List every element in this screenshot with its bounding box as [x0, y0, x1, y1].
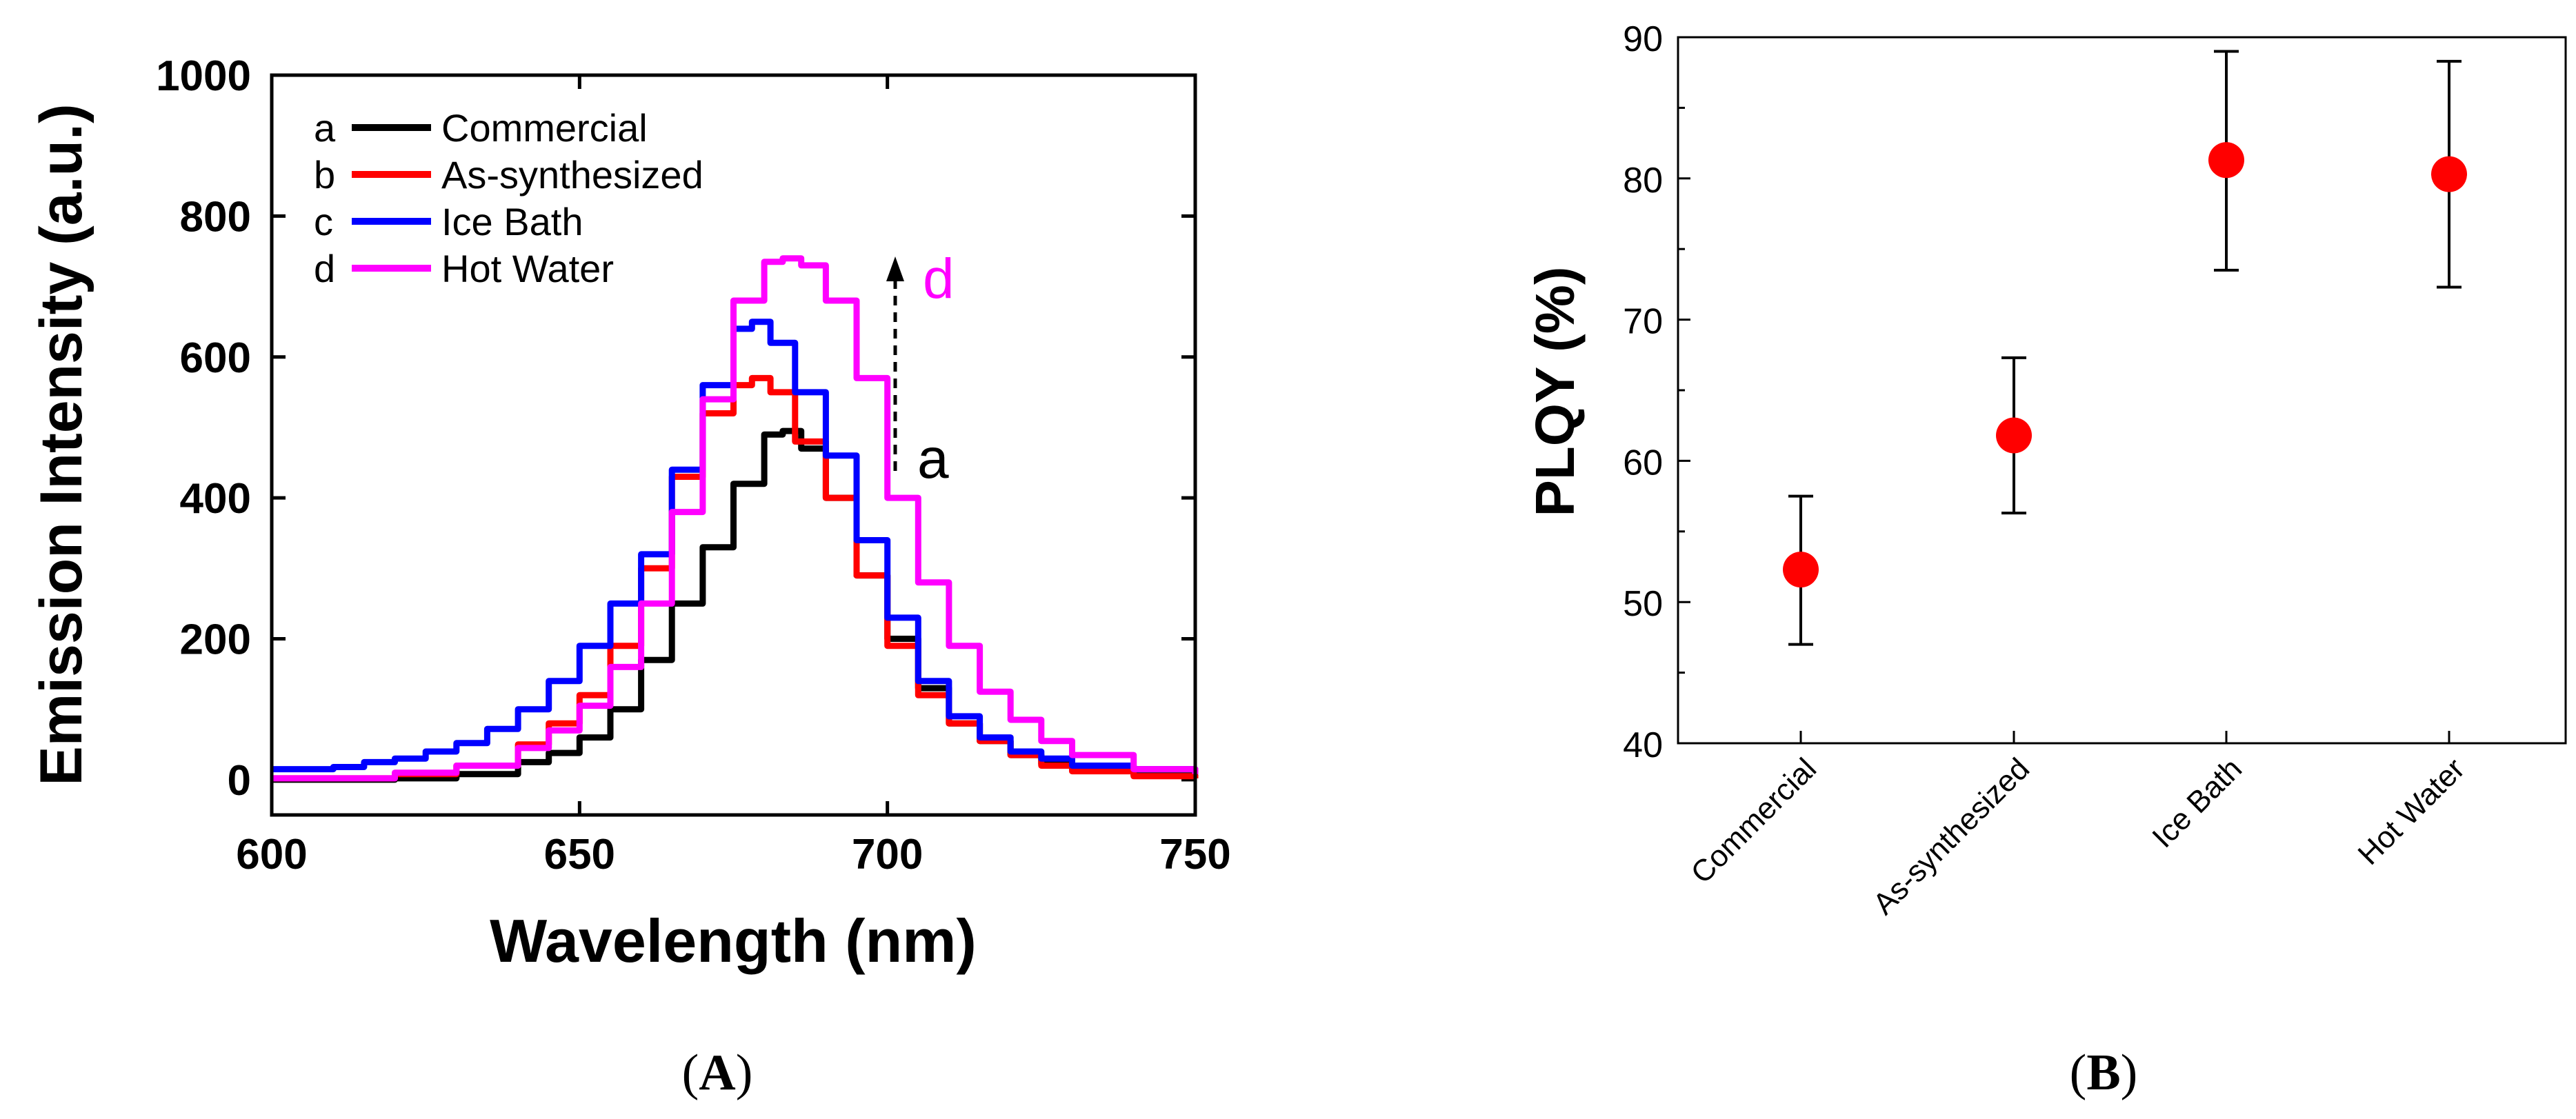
panel-b-category-label: As-synthesized — [1866, 752, 2036, 921]
panel-b-category-label: Commercial — [1684, 752, 1823, 890]
panel-b-caption: (B) — [2070, 1045, 2138, 1101]
plqy-point — [1783, 552, 1819, 588]
panel-a-x-tick-label: 750 — [1159, 831, 1230, 878]
panel-a-x-tick-label: 600 — [236, 831, 307, 878]
panel-a-y-tick-label: 0 — [228, 757, 251, 805]
panel-b-y-axis-title: PLQY (%) — [1524, 266, 1586, 516]
annotation-label-d: d — [923, 248, 955, 310]
panel-b-y-tick-label: 50 — [1623, 584, 1663, 624]
panel-a-ticks — [270, 73, 1197, 815]
panel-b-points — [1783, 50, 2467, 646]
series-line-ice-bath — [272, 319, 1199, 773]
panel-b-y-tick-label: 90 — [1623, 19, 1663, 59]
panel-a-y-axis-title: Emission Intensity (a.u.) — [28, 103, 94, 785]
panel-b-y-tick-label: 60 — [1623, 443, 1663, 483]
panel-b-y-tick-label: 70 — [1623, 302, 1663, 342]
panel-b-ticks — [1678, 36, 2450, 745]
panel-b: 40 50 60 70 80 90 Commercial As-synthesized Ice … — [1524, 19, 2567, 1101]
series-line-commercial — [272, 427, 1199, 783]
legend-label: Hot Water — [441, 247, 614, 290]
panel-b-category-label: Hot Water — [2352, 752, 2472, 871]
panel-a-x-tick-label: 700 — [852, 831, 923, 878]
legend-key-a: a — [314, 106, 336, 150]
legend-label: Commercial — [441, 106, 648, 150]
panel-a-x-axis-title: Wavelength (nm) — [490, 907, 977, 975]
panel-b-caption-letter: B — [2086, 1045, 2120, 1101]
panel-a-legend: a Commercial b As-synthesized c Ice Bath d Hot … — [314, 106, 703, 290]
panel-b-category-label: Ice Bath — [2146, 752, 2248, 854]
panel-b-tick-labels: 40 50 60 70 80 90 Commercial As-synthesized Ice … — [1623, 19, 2471, 921]
series-line-hot-water — [272, 255, 1199, 782]
panel-a-y-tick-label: 200 — [180, 616, 251, 664]
panel-a-x-tick-label: 650 — [544, 831, 615, 878]
series-line-as-synthesized — [272, 374, 1199, 782]
panel-a-y-tick-label: 600 — [180, 334, 251, 382]
legend-key-b: b — [314, 153, 335, 196]
panel-a-caption-letter: A — [699, 1045, 735, 1101]
legend-key-d: d — [314, 247, 335, 290]
panel-a-y-tick-label: 1000 — [156, 52, 251, 100]
annotation-arrow-head — [886, 256, 904, 281]
panel-b-y-tick-label: 40 — [1623, 725, 1663, 765]
panel-a-plot-frame — [270, 73, 1197, 817]
panel-a: 600 650 700 750 0 200 400 600 800 1000 Wavelength… — [28, 52, 1231, 1101]
panel-a-series — [272, 255, 1199, 783]
plqy-point — [2431, 156, 2467, 192]
plqy-point — [2208, 142, 2244, 179]
panel-a-caption: (A) — [682, 1045, 753, 1101]
panel-b-y-tick-label: 80 — [1623, 161, 1663, 201]
panel-a-tick-labels: 600 650 700 750 0 200 400 600 800 1000 — [156, 52, 1231, 878]
legend-label: Ice Bath — [441, 200, 583, 243]
legend-key-c: c — [314, 200, 333, 243]
legend-label: As-synthesized — [441, 153, 703, 196]
plqy-point — [1996, 417, 2032, 454]
panel-a-y-tick-label: 800 — [180, 193, 251, 241]
panel-a-y-tick-label: 400 — [180, 475, 251, 523]
panel-b-plot-frame — [1677, 36, 2567, 745]
annotation-label-a: a — [917, 427, 949, 490]
